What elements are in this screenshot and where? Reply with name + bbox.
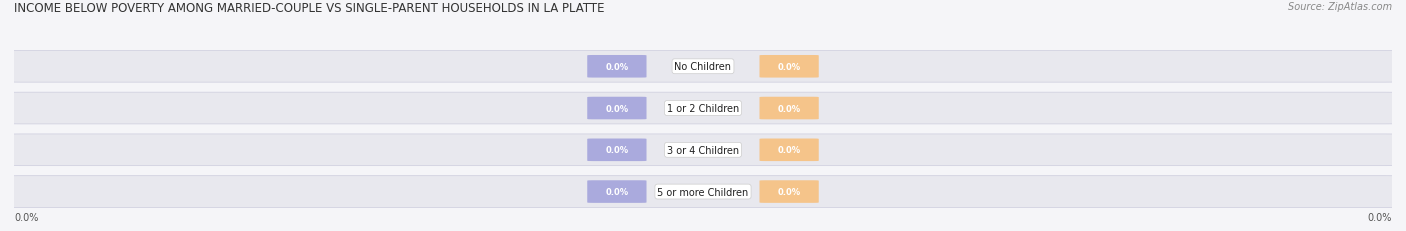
FancyBboxPatch shape	[588, 180, 647, 203]
Text: 0.0%: 0.0%	[1368, 213, 1392, 222]
FancyBboxPatch shape	[759, 97, 818, 120]
FancyBboxPatch shape	[0, 51, 1406, 83]
Text: 3 or 4 Children: 3 or 4 Children	[666, 145, 740, 155]
FancyBboxPatch shape	[588, 97, 647, 120]
Text: Source: ZipAtlas.com: Source: ZipAtlas.com	[1288, 2, 1392, 12]
FancyBboxPatch shape	[0, 93, 1406, 124]
FancyBboxPatch shape	[588, 56, 647, 78]
Text: No Children: No Children	[675, 62, 731, 72]
FancyBboxPatch shape	[0, 176, 1406, 207]
FancyBboxPatch shape	[759, 139, 818, 161]
FancyBboxPatch shape	[0, 134, 1406, 166]
Text: 0.0%: 0.0%	[778, 63, 800, 71]
Text: 0.0%: 0.0%	[606, 187, 628, 196]
Text: 5 or more Children: 5 or more Children	[658, 187, 748, 197]
Text: 0.0%: 0.0%	[778, 146, 800, 155]
Text: 0.0%: 0.0%	[606, 146, 628, 155]
Text: 0.0%: 0.0%	[778, 187, 800, 196]
FancyBboxPatch shape	[759, 180, 818, 203]
Text: 0.0%: 0.0%	[14, 213, 38, 222]
Text: 0.0%: 0.0%	[606, 104, 628, 113]
FancyBboxPatch shape	[588, 139, 647, 161]
Text: 0.0%: 0.0%	[606, 63, 628, 71]
Text: INCOME BELOW POVERTY AMONG MARRIED-COUPLE VS SINGLE-PARENT HOUSEHOLDS IN LA PLAT: INCOME BELOW POVERTY AMONG MARRIED-COUPL…	[14, 2, 605, 15]
FancyBboxPatch shape	[759, 56, 818, 78]
Text: 1 or 2 Children: 1 or 2 Children	[666, 103, 740, 114]
Text: 0.0%: 0.0%	[778, 104, 800, 113]
